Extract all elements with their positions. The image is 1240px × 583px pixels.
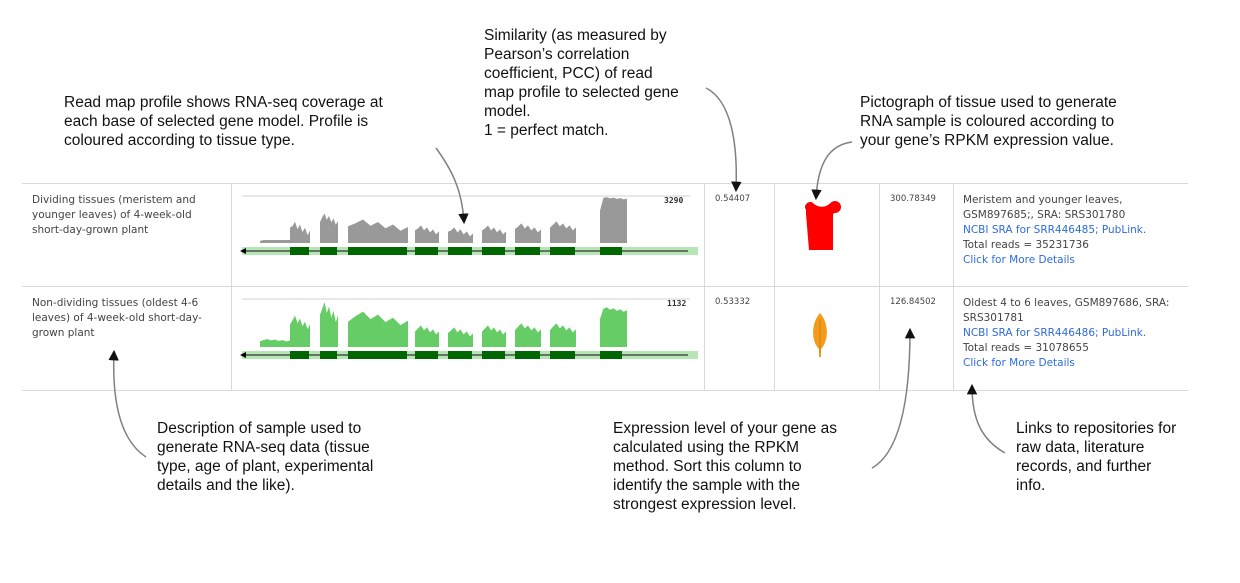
arrow-similarity: [705, 87, 742, 193]
sample-description: Non-dividing tissues (oldest 4-6 leaves)…: [32, 297, 202, 339]
pictograph-cell: [774, 184, 879, 287]
pcc-cell: 0.53332: [704, 287, 774, 390]
details-cell: Oldest 4 to 6 leaves, GSM897686, SRA: SR…: [953, 287, 1188, 390]
sample-description-cell: Dividing tissues (meristem and younger l…: [22, 184, 231, 287]
strand-arrow: [240, 248, 246, 254]
rpkm-value: 300.78349: [890, 194, 936, 204]
total-reads: Total reads = 31078655: [963, 342, 1089, 354]
rpkm-value: 126.84502: [890, 297, 936, 307]
annotation-description: Description of sample used to generate R…: [157, 420, 374, 494]
total-reads: Total reads = 35231736: [963, 239, 1089, 251]
pcc-value: 0.53332: [715, 297, 751, 307]
read-map-profile: [240, 298, 698, 359]
annotation-pictograph: Pictograph of tissue used to generate RN…: [860, 94, 1117, 149]
ncbi-sra-link[interactable]: NCBI SRA for SRR446485;: [963, 224, 1099, 236]
expression-table: Dividing tissues (meristem and younger l…: [22, 183, 1188, 391]
annotation-read-map: Read map profile shows RNA-seq coverage …: [64, 94, 383, 149]
read-map-max-value: 3290: [664, 196, 684, 205]
gene-model-exons: [290, 247, 622, 255]
details-cell: Meristem and younger leaves, GSM897685;,…: [953, 184, 1188, 287]
strand-arrow: [240, 352, 246, 358]
read-map-cell: 1132: [231, 287, 704, 390]
leaf-icon: [813, 313, 827, 357]
annotation-similarity: Similarity (as measured by Pearson’s cor…: [484, 27, 679, 139]
sample-details: Meristem and younger leaves, GSM897685;,…: [963, 194, 1126, 221]
pictograph-cell: [774, 287, 879, 390]
shoot-tissue-icon: [805, 201, 841, 250]
annotation-expression: Expression level of your gene as calcula…: [613, 420, 838, 513]
publink-link[interactable]: PubLink.: [1101, 327, 1147, 339]
read-map-cell: 3290: [231, 184, 704, 287]
sample-description: Dividing tissues (meristem and younger l…: [32, 194, 196, 236]
more-details-link[interactable]: Click for More Details: [963, 357, 1075, 369]
coverage-profile: [260, 197, 627, 243]
arrow-links: [966, 383, 1006, 454]
more-details-link[interactable]: Click for More Details: [963, 254, 1075, 266]
coverage-profile: [260, 301, 627, 347]
table-row: Dividing tissues (meristem and younger l…: [22, 183, 1188, 287]
pcc-value: 0.54407: [715, 194, 751, 204]
table-row: Non-dividing tissues (oldest 4-6 leaves)…: [22, 286, 1188, 391]
rpkm-cell: 126.84502: [879, 287, 953, 390]
read-map-profile: [240, 195, 698, 255]
ncbi-sra-link[interactable]: NCBI SRA for SRR446486;: [963, 327, 1099, 339]
sample-details: Oldest 4 to 6 leaves, GSM897686, SRA: SR…: [963, 297, 1170, 324]
read-map-max-value: 1132: [667, 299, 687, 308]
sample-description-cell: Non-dividing tissues (oldest 4-6 leaves)…: [22, 287, 231, 390]
pcc-cell: 0.54407: [704, 184, 774, 287]
publink-link[interactable]: PubLink.: [1101, 224, 1147, 236]
annotation-links: Links to repositories for raw data, lite…: [1016, 420, 1177, 494]
repository-links: NCBI SRA for SRR446485; PubLink.: [963, 223, 1180, 238]
rpkm-cell: 300.78349: [879, 184, 953, 287]
repository-links: NCBI SRA for SRR446486; PubLink.: [963, 326, 1180, 341]
gene-model-exons: [290, 351, 622, 359]
